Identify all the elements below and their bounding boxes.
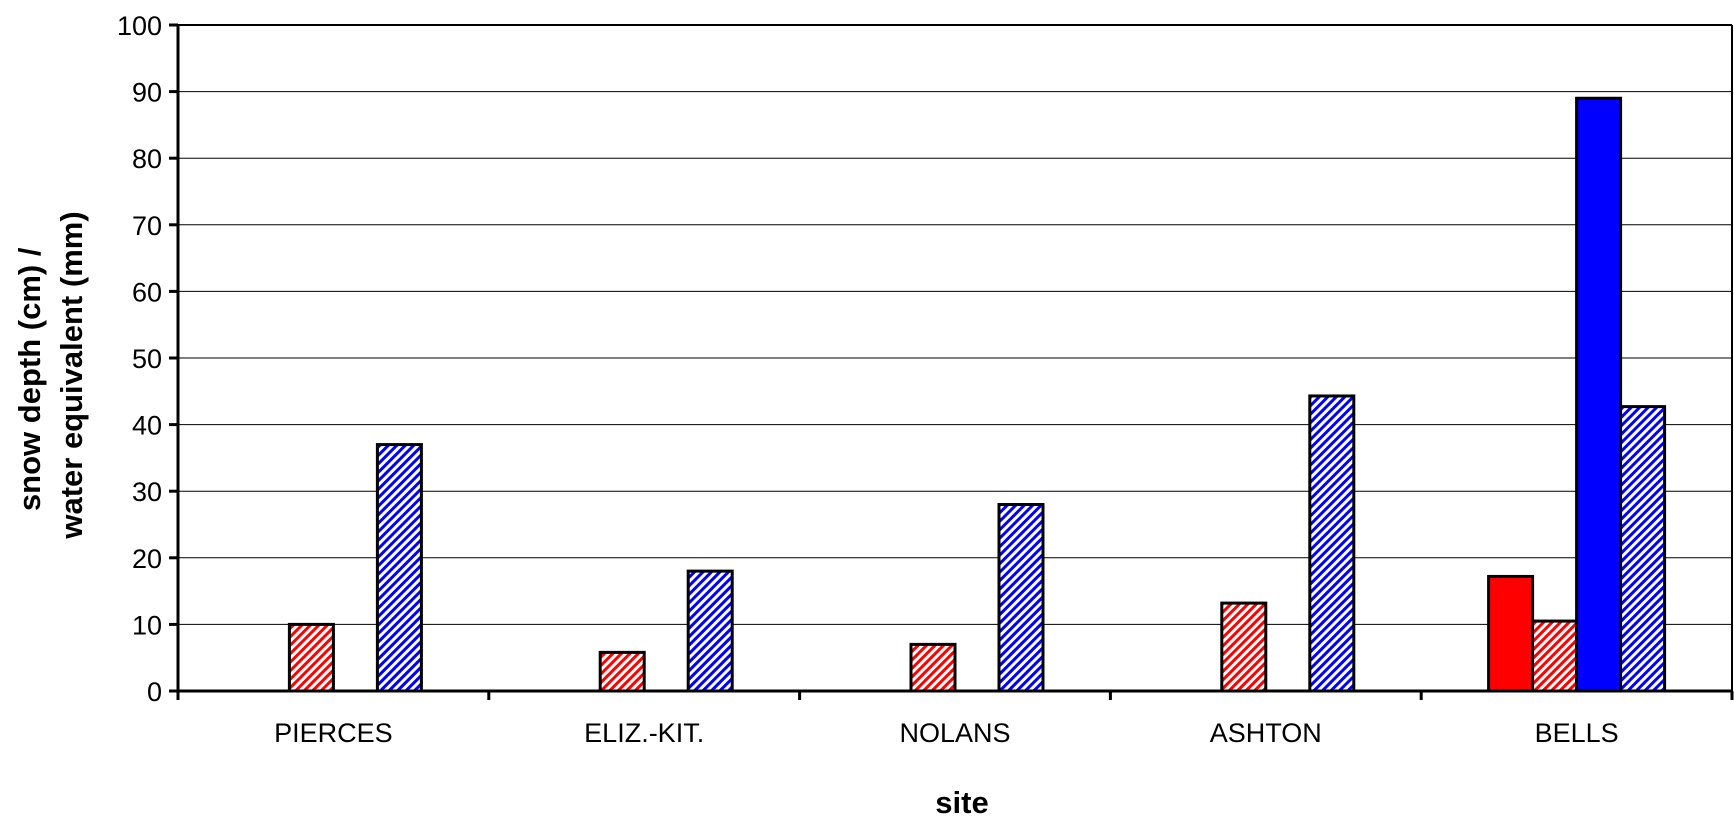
y-tick-label: 50: [132, 344, 162, 374]
y-tick-label: 60: [132, 277, 162, 307]
bar: [997, 503, 1045, 693]
y-tick-label: 80: [132, 144, 162, 174]
bar: [375, 443, 423, 693]
bar: [686, 569, 734, 693]
bar: [1487, 574, 1535, 693]
bar: [909, 642, 957, 693]
x-tick-label: NOLANS: [899, 718, 1010, 748]
x-tick-label: PIERCES: [274, 718, 393, 748]
x-axis-title: site: [935, 785, 988, 820]
bar: [598, 650, 646, 693]
y-axis-title-line-2: water equivalent (mm): [54, 211, 89, 539]
y-tick-label: 30: [132, 477, 162, 507]
y-tick-label: 10: [132, 610, 162, 640]
bar: [1220, 601, 1268, 693]
bar: [287, 622, 335, 693]
x-tick-label: ASHTON: [1210, 718, 1322, 748]
y-tick-label: 40: [132, 411, 162, 441]
tick-labels: 0 10 20 30 40 50 60 70 80 90 100 PIERCES ELIZ.-KIT. N…: [117, 11, 1619, 748]
y-tick-label: 20: [132, 544, 162, 574]
x-tick-label: BELLS: [1535, 718, 1619, 748]
y-axis-title: snow depth (cm) / water equivalent (mm): [12, 211, 89, 539]
bar: [1575, 96, 1623, 693]
bar: [1531, 619, 1579, 693]
bar: [1619, 405, 1667, 693]
y-axis-title-line-1: snow depth (cm) /: [12, 247, 47, 511]
y-tick-label: 90: [132, 78, 162, 108]
axes: [169, 23, 1734, 700]
y-tick-label: 0: [147, 677, 162, 707]
y-tick-label: 100: [117, 11, 162, 41]
y-tick-label: 70: [132, 211, 162, 241]
bar: [1308, 394, 1356, 693]
x-tick-label: ELIZ.-KIT.: [584, 718, 704, 748]
bars: [287, 96, 1667, 693]
